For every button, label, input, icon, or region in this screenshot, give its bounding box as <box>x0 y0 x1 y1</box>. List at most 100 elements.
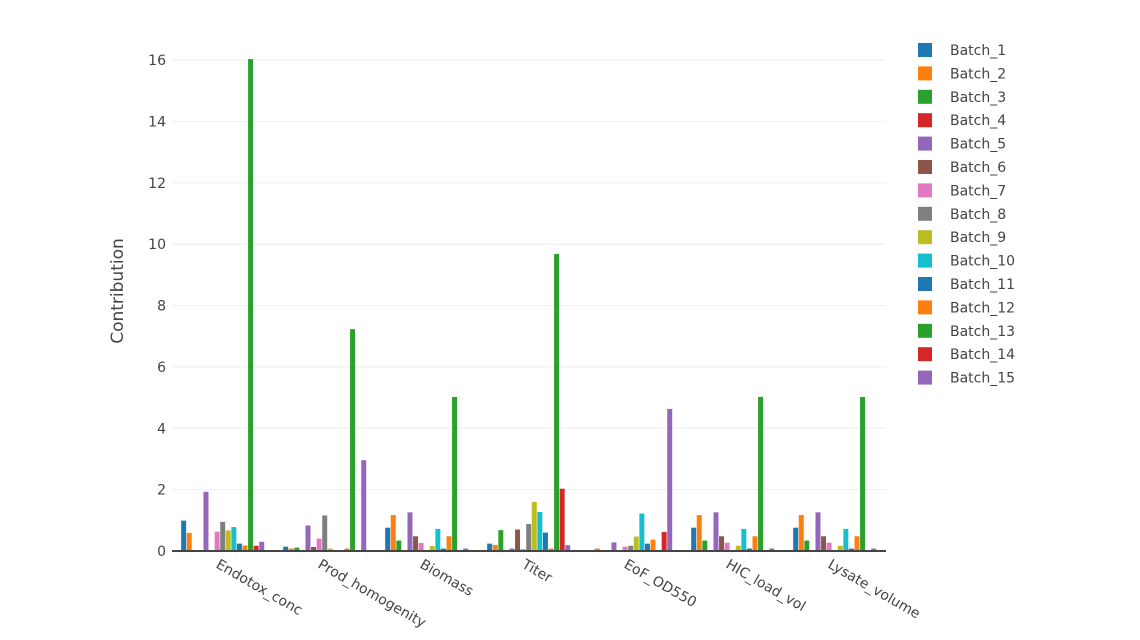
bar-batch_10-endotox_conc[interactable] <box>231 527 237 551</box>
bar-batch_1-hic_load_vol[interactable] <box>691 527 697 551</box>
bar-batch_5-titer[interactable] <box>509 548 515 551</box>
legend-item-batch_13[interactable]: Batch_13 <box>918 323 1015 340</box>
bar-batch_12-lysate_volume[interactable] <box>854 536 860 551</box>
bar-batch_9-biomass[interactable] <box>429 546 435 551</box>
bar-batch_15-lysate_volume[interactable] <box>871 548 877 551</box>
bar-batch_13-lysate_volume[interactable] <box>860 396 866 551</box>
legend[interactable]: Batch_1 Batch_2 Batch_3 Batch_4 Batch_5 Batch… <box>918 43 1015 387</box>
bar-batch_13-endotox_conc[interactable] <box>248 59 254 551</box>
legend-label: Batch_14 <box>950 347 1015 363</box>
bar-batch_11-eof_od550[interactable] <box>644 543 650 551</box>
legend-item-batch_6[interactable]: Batch_6 <box>918 160 1006 176</box>
bar-batch_5-prod_homogenity[interactable] <box>305 525 311 551</box>
bar-batch_2-hic_load_vol[interactable] <box>696 515 702 551</box>
bar-batch_10-titer[interactable] <box>537 512 543 551</box>
bar-batch_14-titer[interactable] <box>559 488 565 551</box>
bar-batch_1-titer[interactable] <box>487 543 493 551</box>
bar-batch_5-hic_load_vol[interactable] <box>713 512 719 551</box>
bar-batch_10-hic_load_vol[interactable] <box>741 528 747 551</box>
bar-batch_7-endotox_conc[interactable] <box>214 531 220 551</box>
bar-batch_2-titer[interactable] <box>492 544 498 551</box>
bar-batch_6-biomass[interactable] <box>413 536 419 551</box>
bar-batch_9-endotox_conc[interactable] <box>225 530 231 551</box>
bar-batch_9-lysate_volume[interactable] <box>837 545 843 551</box>
bar-batch_2-prod_homogenity[interactable] <box>288 548 294 551</box>
bar-batch_1-endotox_conc[interactable] <box>181 520 187 551</box>
legend-item-batch_8[interactable]: Batch_8 <box>918 206 1006 223</box>
bar-batch_13-prod_homogenity[interactable] <box>350 329 356 551</box>
legend-item-batch_9[interactable]: Batch_9 <box>918 230 1006 246</box>
bar-batch_12-prod_homogenity[interactable] <box>344 548 350 551</box>
bar-batch_10-biomass[interactable] <box>435 528 441 551</box>
bar-batch_5-eof_od550[interactable] <box>611 542 617 551</box>
legend-item-batch_7[interactable]: Batch_7 <box>918 183 1006 199</box>
bar-batch_2-eof_od550[interactable] <box>594 548 600 551</box>
bar-batch_2-endotox_conc[interactable] <box>186 532 192 551</box>
bar-batch_10-eof_od550[interactable] <box>639 513 645 551</box>
bar-batch_10-lysate_volume[interactable] <box>843 528 849 551</box>
legend-item-batch_1[interactable]: Batch_1 <box>918 43 1006 59</box>
bar-batch_13-hic_load_vol[interactable] <box>758 396 764 551</box>
bar-batch_1-prod_homogenity[interactable] <box>283 546 289 551</box>
legend-item-batch_14[interactable]: Batch_14 <box>918 347 1015 363</box>
legend-item-batch_3[interactable]: Batch_3 <box>918 89 1006 106</box>
legend-item-batch_12[interactable]: Batch_12 <box>918 300 1015 316</box>
bar-batch_5-biomass[interactable] <box>407 512 413 551</box>
legend-item-batch_5[interactable]: Batch_5 <box>918 136 1006 153</box>
bar-batch_12-titer[interactable] <box>548 548 554 551</box>
bar-batch_2-lysate_volume[interactable] <box>798 515 804 551</box>
bar-batch_14-eof_od550[interactable] <box>661 531 667 551</box>
bar-batch_11-endotox_conc[interactable] <box>236 543 242 551</box>
bar-batch_8-eof_od550[interactable] <box>628 545 634 551</box>
bar-batch_1-biomass[interactable] <box>385 527 391 551</box>
bar-batch_9-titer[interactable] <box>531 501 537 551</box>
bar-batch_3-hic_load_vol[interactable] <box>702 540 708 551</box>
bar-batch_3-lysate_volume[interactable] <box>804 540 810 551</box>
bar-batch_2-biomass[interactable] <box>390 515 396 551</box>
legend-swatch <box>918 89 932 104</box>
bar-batch_6-titer[interactable] <box>515 529 521 551</box>
bar-batch_5-endotox_conc[interactable] <box>203 491 209 551</box>
bar-batch_15-hic_load_vol[interactable] <box>769 548 775 551</box>
legend-item-batch_2[interactable]: Batch_2 <box>918 66 1006 82</box>
bar-batch_11-hic_load_vol[interactable] <box>746 548 752 551</box>
bar-batch_12-eof_od550[interactable] <box>650 539 656 551</box>
bar-batch_7-lysate_volume[interactable] <box>826 542 832 551</box>
bar-batch_6-lysate_volume[interactable] <box>821 536 827 551</box>
bar-batch_6-hic_load_vol[interactable] <box>719 536 725 551</box>
bar-batch_11-titer[interactable] <box>542 532 548 551</box>
bar-batch_9-eof_od550[interactable] <box>633 536 639 551</box>
bar-batch_8-endotox_conc[interactable] <box>220 521 226 551</box>
bar-batch_7-hic_load_vol[interactable] <box>724 542 730 551</box>
bar-batch_9-hic_load_vol[interactable] <box>735 545 741 551</box>
bar-batch_8-prod_homogenity[interactable] <box>322 515 328 551</box>
bar-batch_11-lysate_volume[interactable] <box>848 548 854 551</box>
legend-item-batch_15[interactable]: Batch_15 <box>918 370 1015 387</box>
bar-batch_5-lysate_volume[interactable] <box>815 512 821 551</box>
bar-batch_3-biomass[interactable] <box>396 540 402 551</box>
bar-batch_13-titer[interactable] <box>554 253 560 551</box>
legend-item-batch_11[interactable]: Batch_11 <box>918 277 1015 293</box>
bar-batch_11-biomass[interactable] <box>440 548 446 551</box>
bar-batch_15-biomass[interactable] <box>463 548 469 551</box>
legend-item-batch_4[interactable]: Batch_4 <box>918 113 1006 129</box>
bar-batch_7-prod_homogenity[interactable] <box>316 538 322 552</box>
bar-batch_15-endotox_conc[interactable] <box>259 541 265 551</box>
bar-batch_15-eof_od550[interactable] <box>667 408 673 551</box>
bar-batch_14-endotox_conc[interactable] <box>253 545 259 551</box>
bar-batch_3-prod_homogenity[interactable] <box>294 547 300 551</box>
bar-batch_6-prod_homogenity[interactable] <box>311 547 317 551</box>
bar-batch_15-prod_homogenity[interactable] <box>361 460 367 551</box>
bar-batch_12-biomass[interactable] <box>446 536 452 551</box>
bar-batch_15-titer[interactable] <box>565 545 571 551</box>
bar-batch_13-biomass[interactable] <box>452 396 458 551</box>
bar-batch_7-biomass[interactable] <box>418 543 424 551</box>
bar-batch_7-eof_od550[interactable] <box>622 546 628 551</box>
legend-item-batch_10[interactable]: Batch_10 <box>918 253 1015 270</box>
bar-batch_12-hic_load_vol[interactable] <box>752 536 758 551</box>
bar-batch_9-prod_homogenity[interactable] <box>327 548 333 551</box>
bar-batch_8-titer[interactable] <box>526 524 532 551</box>
bar-batch_12-endotox_conc[interactable] <box>242 545 248 551</box>
bar-batch_1-lysate_volume[interactable] <box>793 527 799 551</box>
bar-batch_3-titer[interactable] <box>498 530 504 551</box>
